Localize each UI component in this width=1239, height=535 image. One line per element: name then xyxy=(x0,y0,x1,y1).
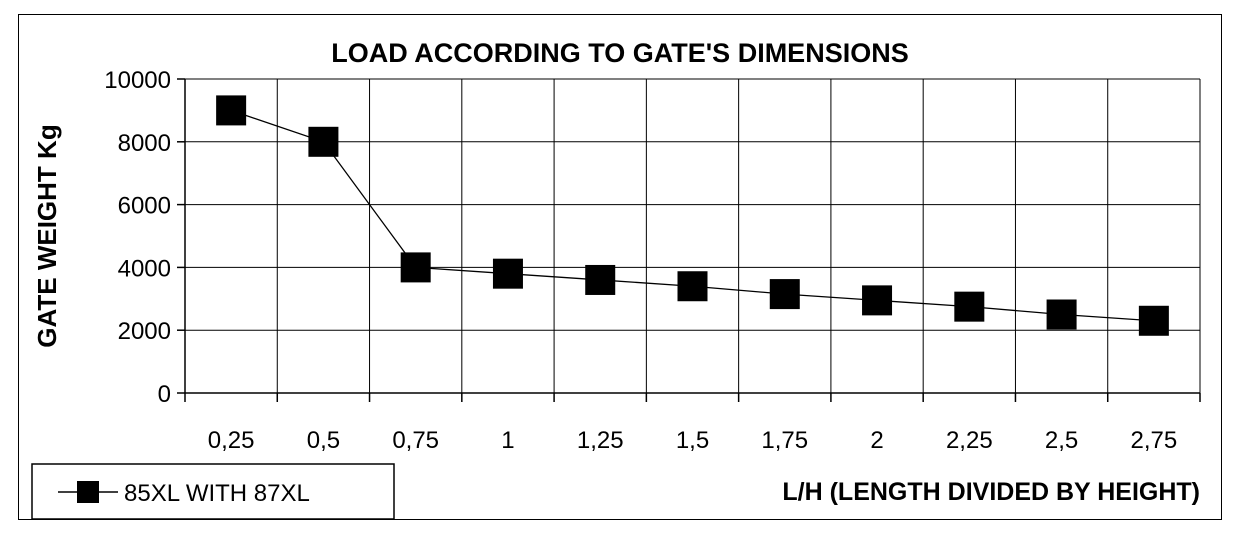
data-point-marker xyxy=(216,95,247,126)
x-tick-label: 1 xyxy=(501,427,514,454)
y-tick-label: 4000 xyxy=(118,255,171,282)
gridlines xyxy=(185,78,1201,393)
data-point-marker xyxy=(492,258,523,289)
series-markers xyxy=(216,95,1169,336)
x-tick-label: 2,75 xyxy=(1131,427,1178,454)
x-tick-label: 1,5 xyxy=(676,427,709,454)
legend-entry-label: 85XL WITH 87XL xyxy=(124,480,310,507)
chart-title: LOAD ACCORDING TO GATE'S DIMENSIONS xyxy=(331,38,908,68)
legend: 85XL WITH 87XL xyxy=(31,463,395,520)
data-point-marker xyxy=(585,264,616,295)
y-tick-label: 6000 xyxy=(118,193,171,220)
data-point-marker xyxy=(862,285,893,316)
x-tick-label: 2,5 xyxy=(1045,427,1078,454)
data-point-marker xyxy=(677,271,708,302)
y-tick-label: 8000 xyxy=(118,130,171,157)
data-point-marker xyxy=(308,126,339,157)
x-tick-label: 1,75 xyxy=(761,427,808,454)
x-tick-label: 2,25 xyxy=(946,427,993,454)
y-tick-label: 10000 xyxy=(104,67,171,94)
data-point-marker xyxy=(1138,305,1169,336)
x-tick-label: 0,25 xyxy=(208,427,255,454)
legend-marker-swatch xyxy=(77,481,99,503)
data-point-marker xyxy=(1046,299,1077,330)
tick-labels: 0 2000 4000 6000 8000 10000 0,25 0,5 0,75 1 1,25 1,… xyxy=(104,67,1177,454)
data-point-marker xyxy=(400,252,431,283)
y-tick-label: 0 xyxy=(158,381,171,408)
y-axis-label: GATE WEIGHT Kg xyxy=(32,124,62,347)
axes xyxy=(177,78,1201,402)
x-tick-label: 2 xyxy=(870,427,883,454)
x-axis-label: L/H (LENGTH DIVIDED BY HEIGHT) xyxy=(782,478,1200,506)
y-tick-label: 2000 xyxy=(118,318,171,345)
x-tick-label: 0,5 xyxy=(307,427,340,454)
data-point-marker xyxy=(769,279,800,310)
data-point-marker xyxy=(954,291,985,322)
x-tick-label: 1,25 xyxy=(577,427,624,454)
x-tick-label: 0,75 xyxy=(392,427,439,454)
